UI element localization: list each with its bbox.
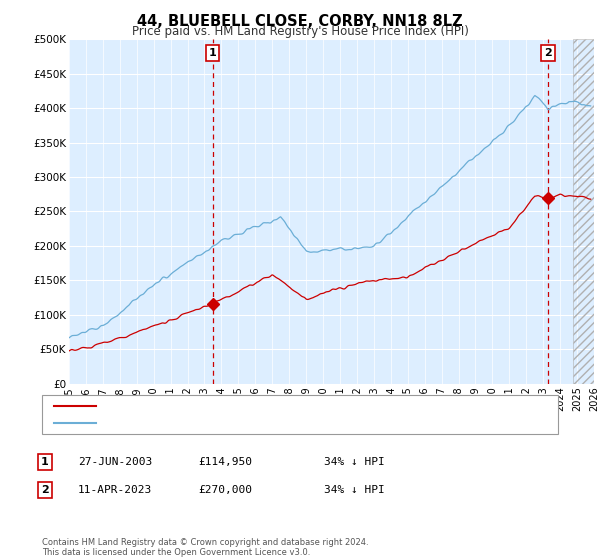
Text: 11-APR-2023: 11-APR-2023 (78, 485, 152, 495)
Text: 1: 1 (41, 457, 49, 467)
Text: Price paid vs. HM Land Registry's House Price Index (HPI): Price paid vs. HM Land Registry's House … (131, 25, 469, 38)
Text: 34% ↓ HPI: 34% ↓ HPI (324, 457, 385, 467)
Text: 27-JUN-2003: 27-JUN-2003 (78, 457, 152, 467)
Text: 44, BLUEBELL CLOSE, CORBY, NN18 8LZ (detached house): 44, BLUEBELL CLOSE, CORBY, NN18 8LZ (det… (102, 401, 406, 411)
Text: 2: 2 (41, 485, 49, 495)
Text: HPI: Average price, detached house, North Northamptonshire: HPI: Average price, detached house, Nort… (102, 418, 422, 428)
Text: £270,000: £270,000 (198, 485, 252, 495)
Text: Contains HM Land Registry data © Crown copyright and database right 2024.
This d: Contains HM Land Registry data © Crown c… (42, 538, 368, 557)
Text: 1: 1 (209, 48, 217, 58)
Text: £114,950: £114,950 (198, 457, 252, 467)
Text: 2: 2 (544, 48, 552, 58)
Text: 34% ↓ HPI: 34% ↓ HPI (324, 485, 385, 495)
Text: 44, BLUEBELL CLOSE, CORBY, NN18 8LZ: 44, BLUEBELL CLOSE, CORBY, NN18 8LZ (137, 14, 463, 29)
